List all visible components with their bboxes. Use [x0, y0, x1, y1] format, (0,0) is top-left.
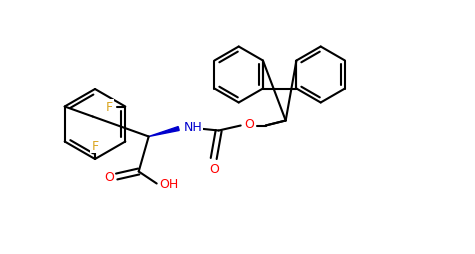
Text: O: O: [244, 118, 254, 131]
Text: F: F: [92, 139, 99, 152]
Polygon shape: [149, 127, 179, 137]
Text: NH: NH: [183, 121, 202, 133]
Text: OH: OH: [159, 177, 178, 190]
Text: O: O: [104, 170, 114, 183]
Text: F: F: [106, 101, 113, 114]
Text: O: O: [209, 162, 218, 175]
